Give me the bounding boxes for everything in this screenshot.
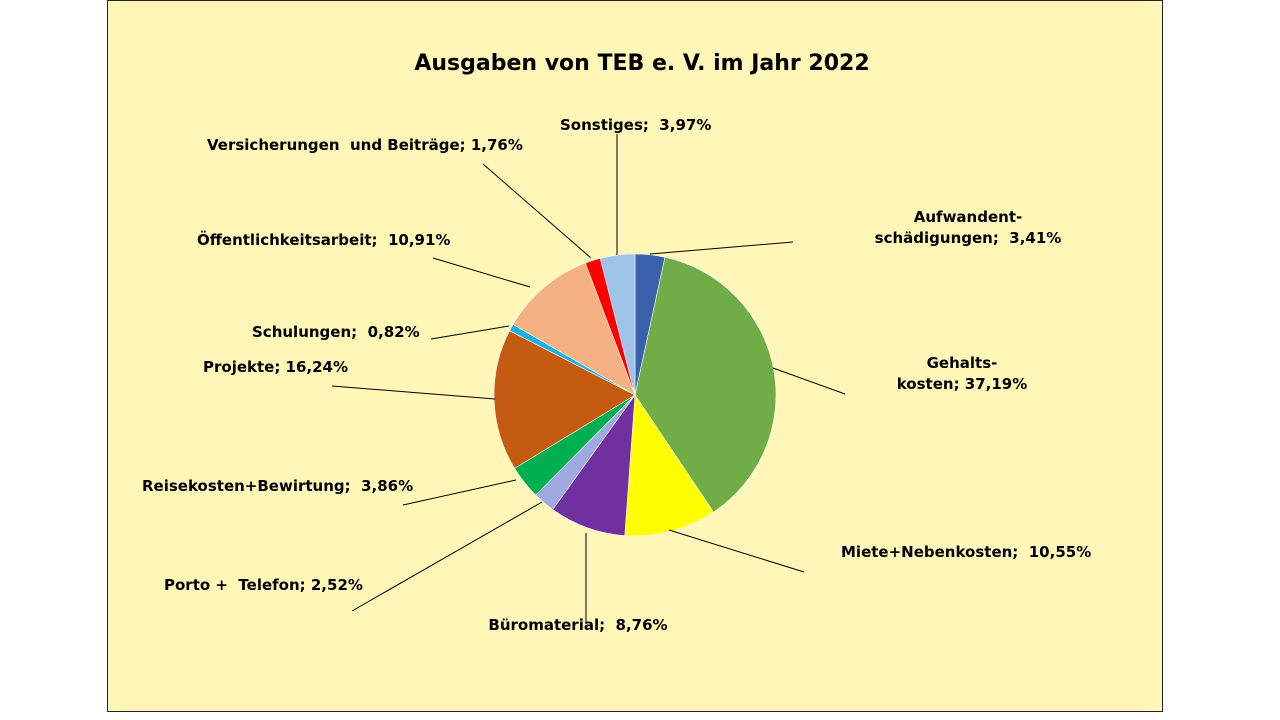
pie-slice — [512, 262, 636, 396]
data-label: Öffentlichkeitsarbeit; 10,91% — [197, 230, 450, 249]
data-label-line: Büromaterial; 8,76% — [488, 616, 667, 634]
leader-line — [331, 385, 496, 400]
data-label-line: Versicherungen und Beiträge; 1,76% — [207, 136, 523, 154]
data-label-line: Projekte; 16,24% — [203, 358, 348, 376]
data-label: Porto + Telefon; 2,52% — [164, 576, 363, 594]
leader-line — [402, 479, 517, 506]
data-label-line: Miete+Nebenkosten; 10,55% — [841, 543, 1091, 561]
data-label-line: Schulungen; 0,82% — [252, 323, 420, 341]
pie-slices — [493, 253, 777, 537]
data-labels: Aufwandent-schädigungen; 3,41% Gehalts-ko… — [142, 116, 1091, 634]
data-label: Versicherungen und Beiträge; 1,76% — [207, 136, 523, 154]
data-label: Schulungen; 0,82% — [252, 323, 420, 341]
leader-lines — [331, 134, 846, 624]
data-label-line: Porto + Telefon; 2,52% — [164, 576, 363, 594]
data-label-line: Öffentlichkeitsarbeit; 10,91% — [197, 230, 450, 249]
leader-line — [772, 367, 846, 395]
data-label-line: Sonstiges; 3,97% — [560, 116, 711, 134]
data-label-line: Aufwandent- — [914, 208, 1022, 226]
data-label-line: Reisekosten+Bewirtung; 3,86% — [142, 477, 413, 495]
data-label: Miete+Nebenkosten; 10,55% — [841, 543, 1091, 561]
pie-slice — [624, 394, 714, 537]
pie-slice — [599, 253, 636, 396]
leader-line — [482, 163, 592, 259]
leader-line — [432, 257, 531, 288]
data-label: Büromaterial; 8,76% — [488, 616, 667, 634]
data-label-line: Gehalts- — [927, 354, 998, 372]
leader-line — [351, 501, 543, 612]
data-label: Gehalts-kosten; 37,19% — [897, 354, 1028, 393]
data-label: Projekte; 16,24% — [203, 358, 348, 376]
leader-line — [668, 529, 805, 573]
leader-line — [649, 241, 794, 255]
chart-title: Ausgaben von TEB e. V. im Jahr 2022 — [414, 51, 869, 76]
leader-line — [430, 325, 510, 340]
data-label: Aufwandent-schädigungen; 3,41% — [875, 208, 1062, 247]
data-label-line: schädigungen; 3,41% — [875, 229, 1062, 247]
pie-slice — [493, 330, 636, 469]
data-label-line: kosten; 37,19% — [897, 375, 1028, 393]
data-label: Sonstiges; 3,97% — [560, 116, 711, 134]
data-label: Reisekosten+Bewirtung; 3,86% — [142, 477, 413, 495]
